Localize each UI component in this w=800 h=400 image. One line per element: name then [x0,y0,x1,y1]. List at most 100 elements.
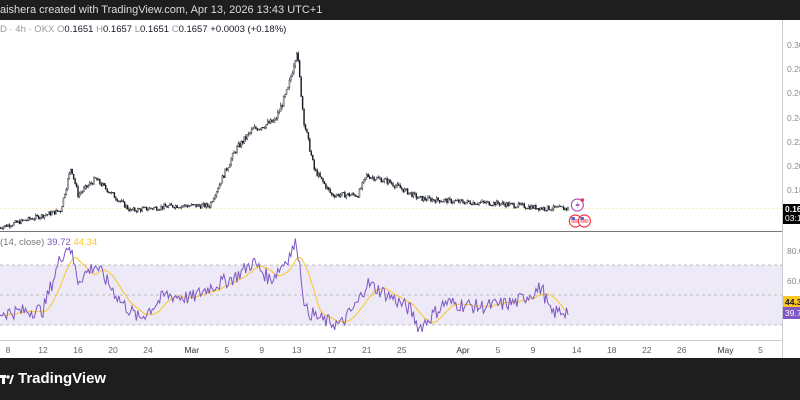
candle-body [447,198,450,204]
candle-body [427,196,429,201]
candle-body [293,65,295,74]
candle-body [258,128,260,131]
candle-body [418,196,420,199]
candle-body [42,214,44,218]
candle-body [294,60,296,67]
candle-body [231,153,234,160]
candle-body [115,197,117,200]
rsi-pane[interactable] [0,232,782,340]
candle-body [476,203,479,205]
price-chart[interactable] [0,20,782,232]
candle-body [560,205,562,207]
time-axis-label: 9 [530,345,536,355]
candle-body [16,220,18,223]
candle-body [543,207,546,211]
bar-countdown: 03:1 [785,213,800,223]
time-axis-label: 26 [677,345,687,355]
candle-body [554,205,556,208]
time-axis-label: 9 [259,345,265,355]
candle-body [72,173,75,179]
candle-body [74,178,76,184]
candle-body [109,192,111,194]
candle-body [103,183,105,186]
candle-body [193,204,196,206]
candle-body [263,127,266,129]
flag-canton [571,217,575,220]
candle-body [158,209,161,211]
candle-body [441,201,444,203]
price-axis-label: 0.22 [787,136,800,147]
rsi-value: 39.72 [47,237,71,248]
candle-body [106,188,108,193]
candle-body [307,132,310,139]
candle-body [525,207,527,209]
candle-body [167,205,170,208]
candle-body [527,205,530,209]
price-axis[interactable]: 0.300.280.260.240.220.200.18 0.165703:1 … [782,20,800,358]
candle-body [386,178,388,184]
candle-body [250,129,253,133]
candle-body [24,219,27,221]
candle-body [341,192,343,196]
candle-body [105,184,107,189]
symbol-info: D · 4h · OKX [0,24,55,35]
candle-body [506,202,508,207]
candle-body [271,119,273,123]
candle-body [382,181,384,183]
candle-body [100,183,103,187]
candle-body [459,199,461,203]
candle-body [466,200,469,203]
candle-body [501,202,504,204]
candle-body [84,185,86,189]
candle-body [288,79,291,88]
candle-body [408,192,410,195]
candle-body [99,178,101,184]
candle-body [482,200,485,203]
candle-body [385,178,387,180]
candle-body [138,208,140,210]
candle-body [191,204,193,206]
time-axis-label: 18 [607,345,617,355]
lightning-glyph [575,201,580,209]
candle-body [205,203,208,208]
candle-body [374,179,377,181]
candle-body [336,193,339,196]
candle-body [11,225,14,227]
candle-body [342,192,345,194]
candle-body [30,218,33,220]
candle-body [456,199,458,201]
pane-separator[interactable] [0,231,782,232]
candle-body [446,198,448,204]
candle-body [201,204,203,209]
change-value: +0.0003 (+0.18%) [210,24,287,35]
candle-body [150,207,152,209]
candle-body [13,222,15,226]
time-axis[interactable]: 8 12 16 20 24 Mar 5 9 13 17 21 25 Apr 5 9 14 18 22 26 May 5 [0,340,782,358]
candle-body [417,197,419,199]
candle-body [405,188,407,190]
candle-body [154,206,156,208]
candle-body [145,206,148,211]
candle-body [481,200,483,203]
candle-body [551,209,553,211]
candle-body [156,206,158,211]
candle-body [53,210,56,215]
candle-body [462,200,464,203]
candle-body [195,204,197,208]
candle-body [94,177,97,179]
candle-body [21,219,24,221]
candle-body [344,192,346,198]
candle-body [438,200,441,203]
candle-body [97,178,100,181]
candle-body [328,187,330,190]
candle-body [552,205,555,210]
candle-body [230,158,232,166]
candle-body [357,195,359,198]
price-axis-label: 0.28 [787,64,800,75]
candle-body [360,188,362,190]
candle-body [126,205,129,210]
rsi-tag: 39.7 [783,307,800,319]
candle-body [291,72,294,77]
high-value: 0.1657 [102,24,133,35]
candle-body [339,194,342,197]
